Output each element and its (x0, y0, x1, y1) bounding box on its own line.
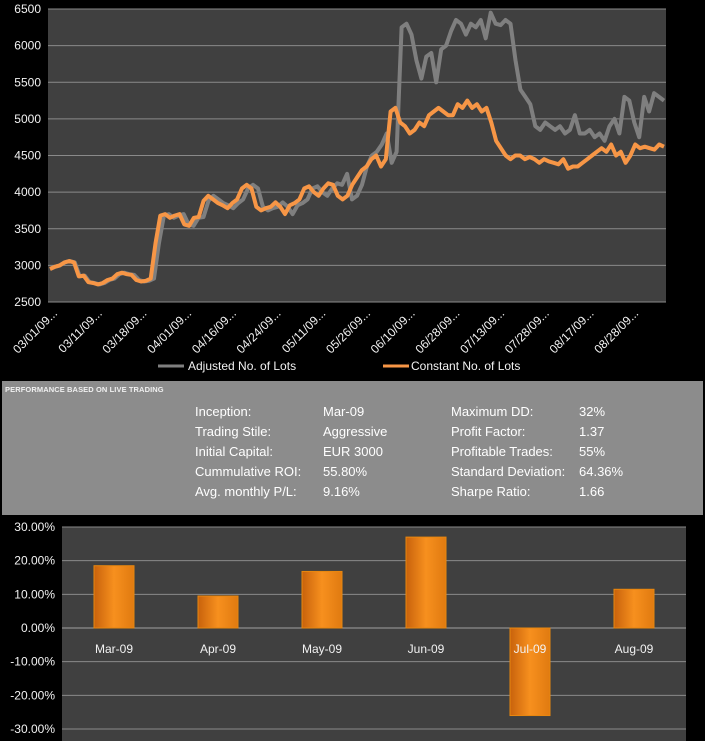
legend-label: Adjusted No. of Lots (188, 359, 296, 373)
stat-value: 1.37 (579, 424, 605, 439)
y-tick-label: 6000 (14, 39, 41, 53)
x-tick-label: 04/16/09... (189, 306, 239, 356)
bar-apr-09 (197, 595, 239, 629)
y-tick-label: 5000 (14, 112, 41, 126)
stat-label: Inception: (195, 404, 252, 419)
y-tick-label: 3000 (14, 258, 41, 272)
performance-panel: PERFORMANCE BASED ON LIVE TRADING Incept… (0, 380, 705, 517)
x-tick-label: Jun-09 (408, 642, 445, 656)
y-tick-label: 0.00% (21, 621, 55, 635)
x-tick-label: 03/18/09... (100, 306, 150, 356)
y-tick-label: 4500 (14, 149, 41, 163)
x-tick-label: May-09 (302, 642, 342, 656)
y-tick-label: 2500 (14, 295, 41, 309)
y-tick-label: -10.00% (10, 655, 55, 669)
x-tick-label: 05/11/09... (279, 306, 328, 355)
bar-aug-09 (613, 588, 655, 629)
x-tick-label: 07/28/09... (502, 306, 552, 356)
x-tick-label: 05/26/09... (323, 306, 373, 356)
series-line-constant (49, 98, 665, 287)
x-tick-label: Apr-09 (200, 642, 236, 656)
stat-label: Trading Stile: (195, 424, 272, 439)
bar-jun-09 (405, 536, 447, 629)
stat-value: 1.66 (579, 484, 605, 499)
stat-value: 9.16% (323, 484, 360, 499)
x-tick-label: 06/28/09... (412, 306, 462, 356)
x-tick-label: 08/28/09... (591, 306, 641, 356)
y-tick-label: 4000 (14, 185, 41, 199)
y-tick-label: 3500 (14, 222, 41, 236)
stat-label: Standard Deviation: (451, 464, 566, 479)
y-tick-label: 30.00% (14, 520, 55, 534)
stat-value: 55% (579, 444, 606, 459)
performance-box: PERFORMANCE BASED ON LIVE TRADING Incept… (2, 381, 703, 515)
stat-value: Aggressive (323, 424, 388, 439)
x-tick-label: Aug-09 (615, 642, 654, 656)
y-tick-label: 5500 (14, 75, 41, 89)
x-tick-label: Mar-09 (95, 642, 133, 656)
x-tick-label: 07/13/09... (457, 306, 507, 356)
equity-line-chart: 2500 3000 3500 4000 4500 5000 5500 6000 6500 03/0… (10, 2, 666, 373)
x-tick-label: 08/17/09... (547, 306, 597, 356)
y-tick-label: 10.00% (14, 587, 55, 601)
stat-label: Profit Factor: (451, 424, 526, 439)
stat-label: Initial Capital: (195, 444, 274, 459)
x-tick-label: 03/11/09... (55, 306, 104, 355)
x-tick-label: 06/10/09... (368, 306, 418, 356)
stat-label: Cummulative ROI: (195, 464, 302, 479)
plot-area (62, 527, 686, 741)
y-tick-label: -20.00% (10, 688, 55, 702)
y-tick-label: 20.00% (14, 554, 55, 568)
stat-label: Sharpe Ratio: (451, 484, 531, 499)
legend-label: Constant No. of Lots (411, 359, 520, 373)
x-tick-label: 04/01/09... (144, 306, 194, 356)
stat-value: 64.36% (579, 464, 624, 479)
stat-label: Avg. monthly P/L: (195, 484, 297, 499)
bar-jul-09 (509, 627, 551, 717)
monthly-return-bar-chart: 30.00% 20.00% 10.00% 0.00% -10.00% -20.00% -30… (10, 520, 686, 741)
x-tick-label: 03/01/09... (10, 306, 60, 356)
performance-heading: PERFORMANCE BASED ON LIVE TRADING (5, 385, 164, 394)
stat-value: 32% (579, 404, 606, 419)
bar-may-09 (301, 570, 343, 629)
stat-label: Maximum DD: (451, 404, 534, 419)
y-tick-label: 6500 (14, 2, 41, 16)
x-tick-label: Jul-09 (514, 642, 547, 656)
stat-label: Profitable Trades: (451, 444, 553, 459)
stat-value: 55.80% (323, 464, 368, 479)
stat-value: EUR 3000 (323, 444, 383, 459)
y-tick-label: -30.00% (10, 722, 55, 736)
x-tick-label: 04/24/09... (234, 306, 284, 356)
bar-mar-09 (93, 565, 135, 629)
stat-value: Mar-09 (323, 404, 365, 419)
